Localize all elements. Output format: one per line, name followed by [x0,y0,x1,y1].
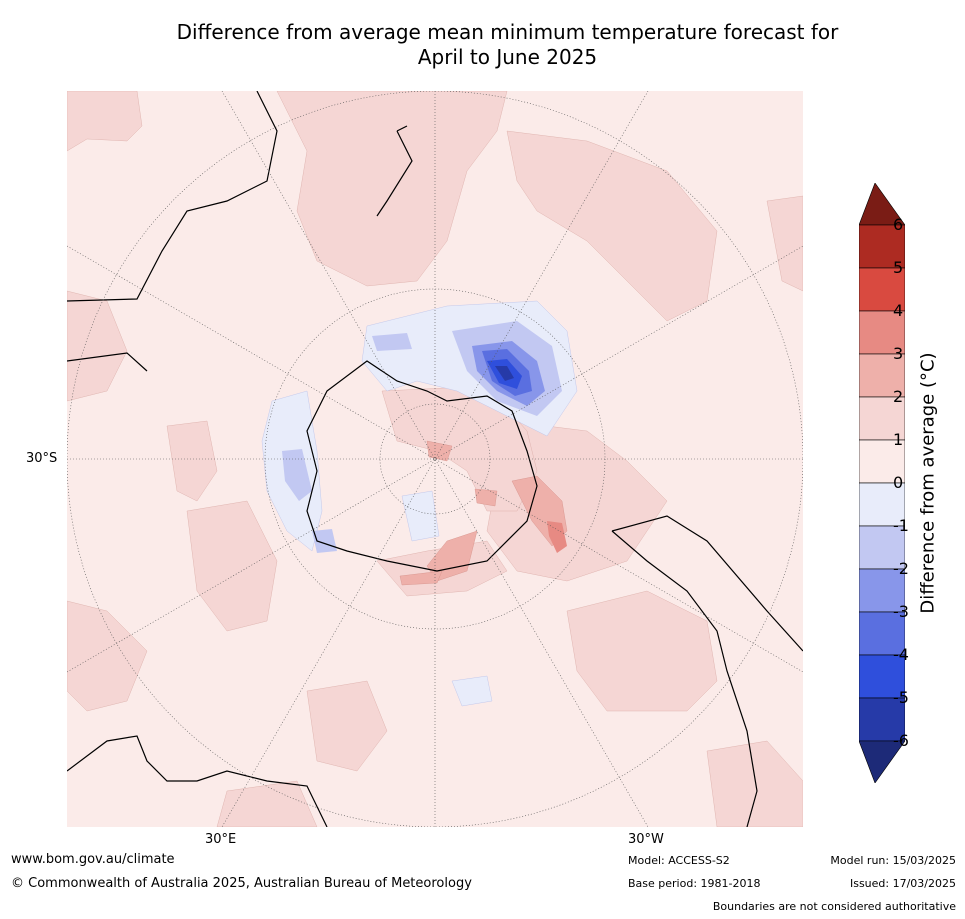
map-title: Difference from average mean minimum tem… [0,20,965,70]
colorbar-tick-label: -3 [893,602,909,621]
colorbar-bin-m1-to-0 [859,482,905,527]
model-text: Model: ACCESS-S2 [628,854,730,867]
colorbar-bin-m4-to-m3 [859,611,905,656]
colorbar-bin-1-to-2 [859,396,905,441]
colorbar-extend-bottom [859,740,905,783]
graticule [67,91,803,827]
model-run-text: Model run: 15/03/2025 [830,854,956,867]
lon-label-30e: 30°E [205,832,237,847]
colorbar-label: Difference from average (°C) [917,352,939,614]
colorbar-tick-label: -1 [893,516,909,535]
colorbar-bin-2-to-3 [859,353,905,398]
title-line-2: April to June 2025 [417,45,598,69]
polar-map [67,91,803,827]
colorbar-bin-m2-to-m1 [859,525,905,570]
disclaimer-text: Boundaries are not considered authoritat… [712,900,956,913]
colorbar-bin-5-to-6 [859,224,905,269]
map-svg [67,91,803,827]
colorbar-tick-label: 6 [893,215,904,234]
warm-anomaly-3-4 [547,521,567,553]
issued-text: Issued: 17/03/2025 [849,877,956,890]
colorbar-tick-label: 4 [893,301,904,320]
colorbar-tick-label: 3 [893,344,904,363]
colorbar-tick-label: -4 [893,645,909,664]
colorbar-bin-m3-to-m2 [859,568,905,613]
warm-anomaly-1-2 [67,91,803,827]
colorbar-tick-label: -2 [893,559,909,578]
colorbar-tick-label: 0 [893,473,904,492]
lon-label-30w: 30°W [628,832,664,847]
website-link[interactable]: www.bom.gov.au/climate [11,852,175,867]
title-line-1: Difference from average mean minimum tem… [176,20,839,44]
colorbar-bin-m5-to-m4 [859,654,905,699]
base-period-text: Base period: 1981-2018 [628,877,761,890]
colorbar-bin-0-to-1 [859,439,905,484]
colorbar-tick-label: 5 [893,258,904,277]
colorbar [859,183,905,783]
copyright-text: © Commonwealth of Australia 2025, Austra… [11,876,472,891]
coastlines [67,91,803,827]
colorbar-tick-label: -5 [893,688,909,707]
colorbar-tick-label: 1 [893,430,904,449]
colorbar-tick-label: 2 [893,387,904,406]
colorbar-bin-m6-to-m5 [859,697,905,742]
colorbar-tick-label: -6 [893,731,909,750]
lat-label-30s: 30°S [26,451,58,466]
